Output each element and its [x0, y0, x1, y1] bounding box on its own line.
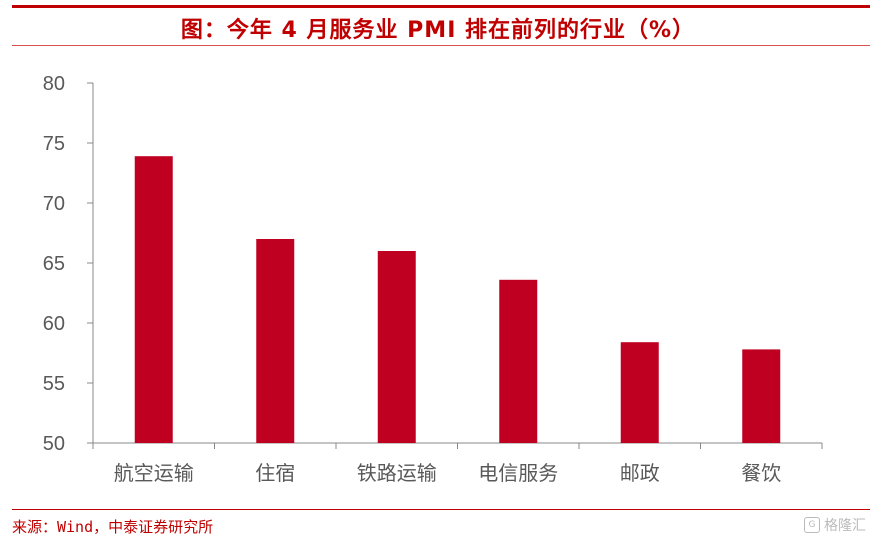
y-tick-label: 55	[43, 373, 65, 395]
bar	[256, 239, 295, 443]
title-rule	[12, 45, 870, 46]
top-rule	[12, 5, 870, 8]
x-tick-label: 铁路运输	[357, 461, 437, 485]
y-tick-label: 80	[43, 73, 65, 95]
footer-rule	[12, 509, 870, 510]
y-tick-label: 70	[43, 193, 65, 215]
bar	[499, 279, 538, 443]
bar	[377, 251, 416, 443]
y-tick-label: 75	[43, 133, 65, 155]
bar	[134, 156, 173, 443]
bar	[620, 342, 659, 443]
y-tick-label: 60	[43, 313, 65, 335]
source-note: 来源：Wind，中泰证券研究所	[12, 518, 214, 536]
y-tick-label: 65	[43, 253, 65, 275]
x-tick-label: 航空运输	[114, 461, 194, 485]
chart-title: 图：今年 4 月服务业 PMI 排在前列的行业（%）	[180, 18, 696, 43]
y-tick-label: 50	[43, 433, 65, 455]
x-tick-label: 餐饮	[741, 461, 781, 485]
watermark-text: 格隆汇	[824, 518, 866, 534]
watermark-logo-icon: G	[804, 517, 820, 533]
bar	[742, 349, 781, 443]
watermark: G 格隆汇	[804, 515, 866, 535]
x-tick-label: 电信服务	[478, 461, 558, 485]
x-tick-label: 住宿	[255, 461, 295, 485]
x-tick-label: 邮政	[620, 461, 660, 485]
